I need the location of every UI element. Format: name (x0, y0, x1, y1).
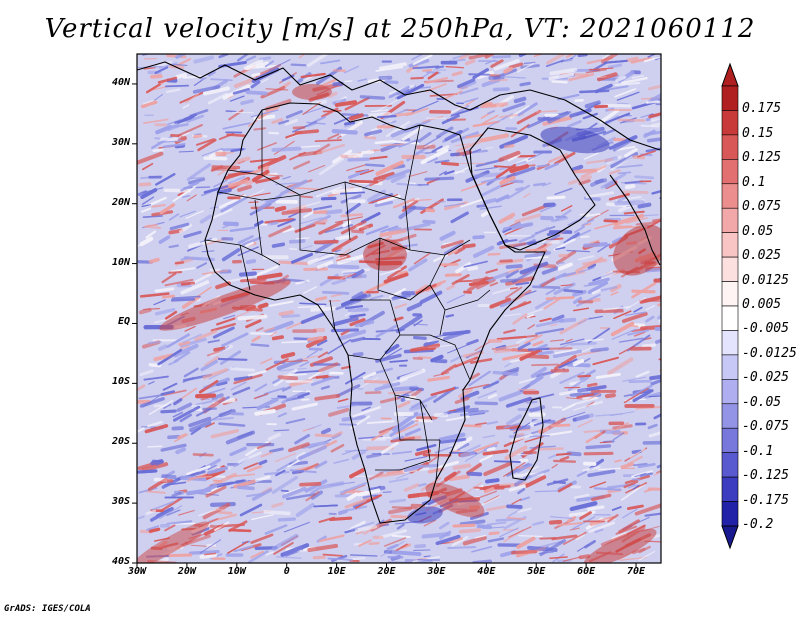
colorbar-swatch (721, 183, 739, 209)
colorbar-swatch (721, 476, 739, 502)
velocity-streaks (137, 54, 661, 563)
colorbar-swatch (721, 379, 739, 405)
colorbar-label: 0.075 (742, 199, 782, 215)
lon-label: 10W (227, 566, 246, 577)
country-borders (136, 61, 661, 524)
colorbar-label: 0.05 (742, 223, 774, 239)
lon-label: 70E (627, 566, 646, 577)
africa-coastline (204, 102, 546, 524)
velocity-field (137, 54, 661, 563)
colorbar-label: -0.05 (742, 394, 782, 410)
colorbar-swatch (721, 452, 739, 478)
colorbar-label: 0.1 (742, 174, 766, 190)
colorbar-label: -0.2 (742, 517, 774, 532)
colorbar-label: 0.005 (742, 297, 782, 312)
colorbar-label: 0.15 (742, 125, 774, 141)
credit-text: GrADS: IGES/COLA (4, 604, 91, 614)
lat-label: 30S (111, 496, 130, 508)
colorbar-swatch (721, 403, 739, 429)
colorbar-swatch (721, 330, 739, 356)
colorbar-swatch (721, 207, 739, 233)
lon-label: 10E (327, 566, 346, 577)
colorbar-label: -0.1 (742, 443, 774, 459)
lat-label: 20N (111, 196, 130, 208)
india-coast (609, 174, 661, 266)
lon-label: 30W (127, 566, 147, 577)
colorbar-label: -0.125 (742, 468, 789, 484)
colorbar-label: 0.125 (742, 150, 782, 166)
lat-label: 30N (111, 136, 130, 148)
colorbar-label: 0.175 (742, 101, 782, 117)
colorbar-swatch (721, 427, 739, 453)
axis-ticks (132, 83, 637, 568)
colorbar-swatch (721, 134, 739, 160)
colorbar-swatch (721, 256, 739, 282)
chart-title: Vertical velocity [m/s] at 250hPa, VT: 2… (44, 14, 756, 44)
colorbar-swatch (721, 159, 739, 185)
europe-coast (136, 61, 471, 111)
lon-label: 30E (427, 566, 446, 577)
madagascar (509, 397, 544, 481)
colorbar-label: -0.0125 (742, 345, 797, 361)
colorbar-label: 0.0125 (742, 272, 789, 288)
middle-east-coast (469, 89, 661, 151)
colorbar-swatch (721, 501, 739, 527)
lat-label: 40N (111, 76, 130, 88)
colorbar-bottom-cap (721, 525, 739, 550)
lon-label: 0 (283, 566, 290, 577)
colorbar (721, 62, 739, 550)
lon-label: 60E (577, 566, 596, 577)
arabian-peninsula (469, 127, 596, 251)
colorbar-label: 0.025 (742, 248, 782, 264)
colorbar-swatch (721, 110, 739, 136)
lon-label: 40E (477, 566, 496, 577)
colorbar-label: -0.175 (742, 492, 789, 508)
colorbar-label: -0.025 (742, 370, 789, 386)
lat-label: 10N (111, 256, 130, 268)
colorbar-swatch (721, 354, 739, 380)
map-frame (136, 53, 662, 564)
lon-label: 20E (377, 566, 396, 577)
lon-label: 50E (527, 566, 546, 577)
inner-borders (204, 110, 491, 481)
colorbar-swatch (721, 305, 739, 331)
colorbar-label: -0.005 (742, 321, 789, 337)
colorbar-top-cap (721, 62, 739, 87)
colorbar-label: -0.075 (742, 419, 789, 435)
lat-label: 40S (111, 556, 130, 567)
lat-label: EQ (117, 316, 130, 328)
lon-label: 20W (177, 566, 196, 577)
colorbar-swatch (721, 281, 739, 307)
colorbar-swatch (721, 85, 739, 111)
lat-label: 10S (111, 376, 130, 388)
colorbar-swatch (721, 232, 739, 258)
lat-label: 20S (111, 436, 130, 448)
velocity-features (137, 84, 661, 563)
